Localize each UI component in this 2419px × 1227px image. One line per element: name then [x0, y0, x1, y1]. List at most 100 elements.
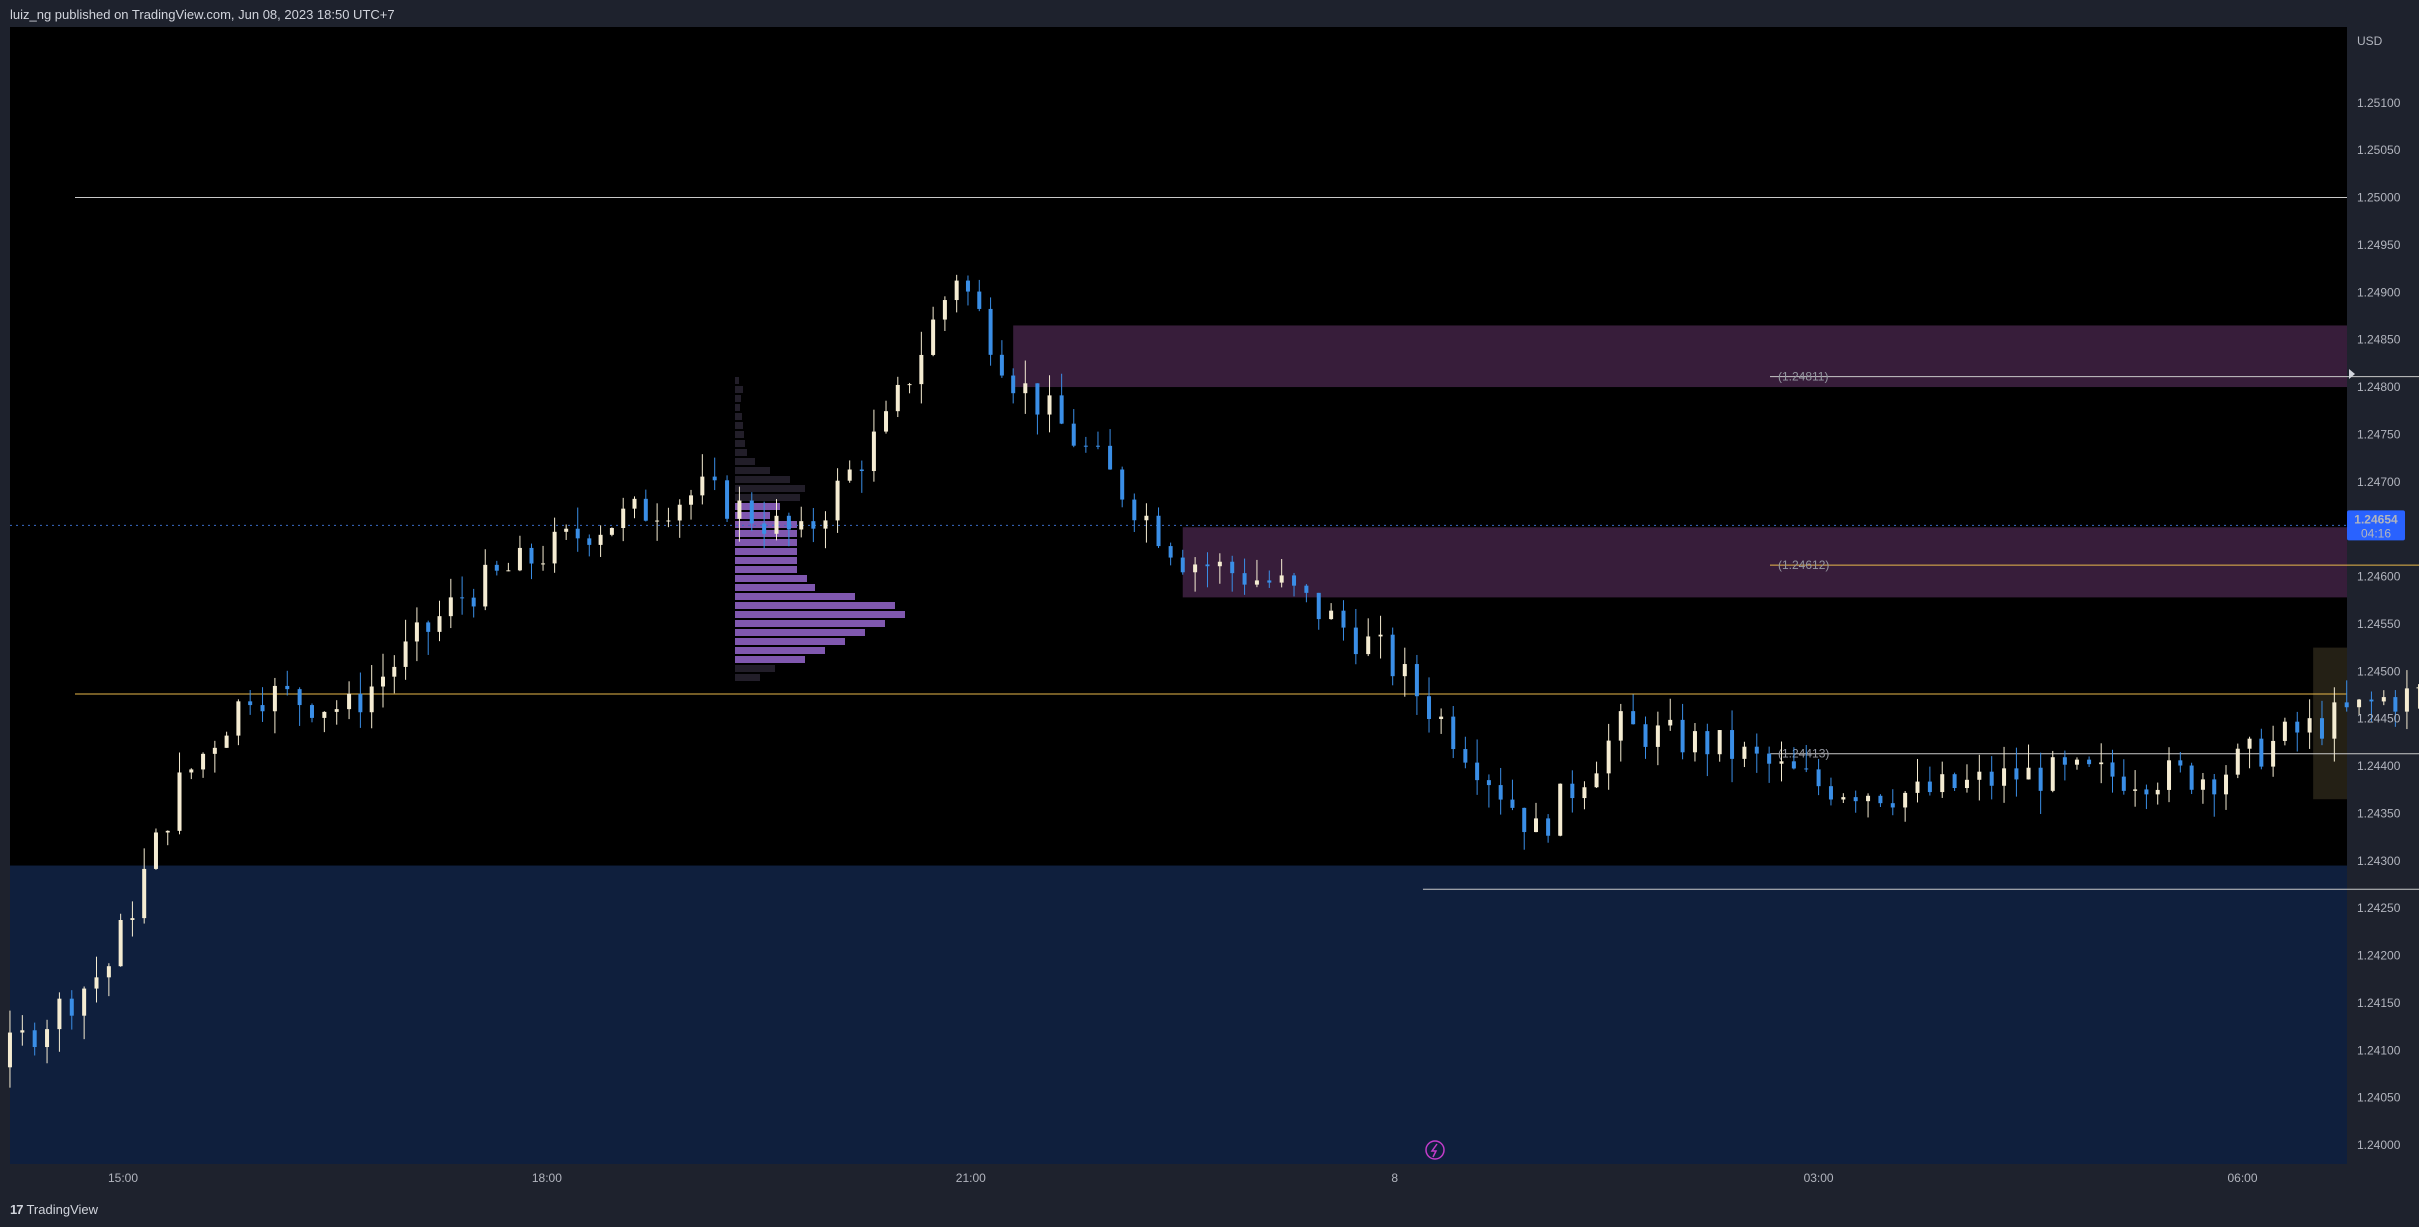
price-tick-label: 1.24000: [2357, 1138, 2401, 1152]
time-tick-label: 15:00: [108, 1171, 138, 1185]
candle-up: [506, 570, 511, 572]
candle-up: [1193, 564, 1198, 573]
candle-down: [2189, 765, 2194, 790]
candle-up: [483, 564, 488, 607]
candle-up: [106, 966, 111, 978]
candle-up: [1977, 771, 1982, 780]
candle-down: [1878, 795, 1883, 804]
candle-down: [1989, 771, 1994, 786]
candle-down: [1631, 711, 1636, 725]
candle-up: [2167, 760, 2172, 790]
candle-up: [799, 521, 804, 530]
volume-bar: [735, 602, 895, 609]
candle-down: [2087, 759, 2092, 765]
price-tick-label: 1.24250: [2357, 901, 2401, 915]
footer-bar: 17 TradingView: [0, 1192, 2419, 1227]
volume-bar: [735, 575, 807, 582]
candle-up: [1217, 561, 1222, 567]
price-tick-label: 1.25100: [2357, 96, 2401, 110]
candle-down: [977, 291, 982, 309]
candle-up: [201, 753, 206, 770]
scroll-marker-icon[interactable]: [2349, 369, 2355, 379]
volume-bar: [735, 422, 743, 429]
candle-up: [1618, 711, 1623, 741]
price-tick-label: 1.24900: [2357, 285, 2401, 299]
candle-up: [1144, 515, 1149, 521]
candle-down: [1120, 469, 1125, 500]
candle-up: [2247, 738, 2252, 749]
candle-up: [774, 515, 779, 534]
candle-up: [931, 319, 936, 355]
candle-down: [1510, 799, 1515, 808]
candle-up: [609, 528, 614, 535]
candle-down: [1414, 664, 1419, 697]
tradingview-logo[interactable]: 17 TradingView: [10, 1202, 98, 1217]
time-tick-label: 03:00: [1804, 1171, 1834, 1185]
candle-up: [564, 528, 569, 532]
candle-up: [1023, 383, 1028, 394]
candle-up: [224, 735, 229, 748]
candle-down: [1132, 499, 1137, 521]
horizontal-levels: (1.24811) (1.24612) (1.24413): [10, 197, 2419, 890]
zones-layer: [10, 325, 2348, 1164]
candle-up: [369, 686, 374, 713]
candle-down: [811, 521, 816, 529]
candle-up: [2357, 699, 2362, 708]
candle-up: [2200, 779, 2205, 790]
price-tick-label: 1.24100: [2357, 1043, 2401, 1057]
volume-bar: [735, 395, 741, 402]
logo-text: TradingView: [26, 1202, 99, 1217]
candle-up: [2050, 757, 2055, 791]
candle-up: [689, 495, 694, 505]
candle-down: [1108, 445, 1113, 470]
candle-up: [1866, 795, 1871, 802]
alert-lightning-icon[interactable]: [1425, 1140, 1445, 1160]
candle-up: [1279, 575, 1284, 583]
candle-up: [347, 693, 352, 710]
candle-down: [2038, 767, 2043, 791]
candle-down: [965, 280, 970, 292]
candle-down: [1643, 724, 1648, 747]
candle-down: [1828, 786, 1833, 800]
candle-down: [1071, 423, 1076, 446]
candle-up: [598, 534, 603, 545]
publish-info: luiz_ng published on TradingView.com, Ju…: [10, 7, 395, 22]
candle-up: [919, 354, 924, 385]
candle-up: [2332, 702, 2337, 739]
candle-down: [285, 685, 290, 690]
volume-bar: [735, 503, 780, 510]
candle-down: [749, 500, 754, 524]
candle-down: [1168, 546, 1173, 558]
volume-bar: [735, 557, 797, 564]
volume-bar: [735, 620, 885, 627]
candle-down: [1011, 375, 1016, 394]
volume-bar: [735, 431, 744, 438]
time-axis[interactable]: 15:0018:0021:00803:0006:0009:0012:0015:0…: [108, 1171, 2419, 1185]
candle-up: [823, 520, 828, 529]
volume-bar: [735, 476, 790, 483]
candle-up: [177, 772, 182, 831]
candle-up: [1964, 779, 1969, 789]
price-tick-label: 1.25000: [2357, 191, 2401, 205]
candle-up: [2224, 774, 2229, 795]
candle-down: [1316, 592, 1321, 620]
candle-up: [2282, 721, 2287, 741]
candle-down: [575, 528, 580, 539]
candle-up: [541, 563, 546, 565]
candle-up: [142, 868, 147, 919]
candle-down: [494, 564, 499, 571]
candle-down: [1705, 731, 1710, 755]
candle-up: [907, 384, 912, 386]
candle-down: [2295, 721, 2300, 733]
price-tick-label: 1.24800: [2357, 380, 2401, 394]
publish-header: luiz_ng published on TradingView.com, Ju…: [0, 0, 2419, 27]
candle-up: [1582, 787, 1587, 799]
volume-bar: [735, 665, 775, 672]
candle-up: [1366, 636, 1371, 655]
candle-up: [700, 476, 705, 496]
candle-down: [1522, 807, 1527, 833]
candle-up: [448, 597, 453, 617]
price-tick-label: 1.24500: [2357, 664, 2401, 678]
price-chart[interactable]: (1.24811) (1.24612) (1.24413) 1.25100 1.250…: [0, 27, 2419, 1192]
price-tick-label: 1.24400: [2357, 759, 2401, 773]
